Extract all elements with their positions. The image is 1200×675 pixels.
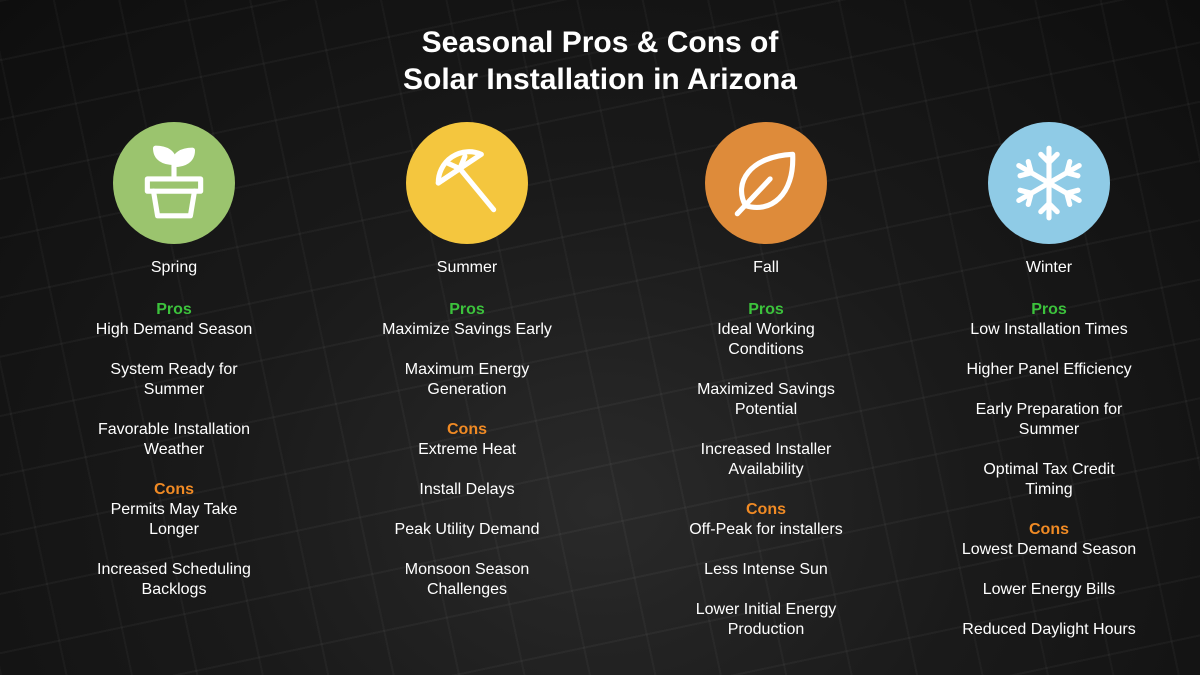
pro-item: Early Preparation for Summer [975,401,1123,438]
season-column-winter: Winter Pros Low Installation Times Highe… [924,122,1174,640]
beach-umbrella-icon [435,149,497,213]
con-item: Install Delays [419,481,515,498]
season-column-fall: Fall Pros Ideal Working Conditions Maxim… [641,122,891,640]
pro-item: Maximize Savings Early [382,321,552,338]
con-item: Lower Initial Energy Production [695,601,837,638]
title-line-2: Solar Installation in Arizona [403,63,797,96]
season-name: Summer [436,259,498,276]
pro-item: Maximized Savings Potential [697,381,835,418]
title-line-1: Seasonal Pros & Cons of [421,26,779,59]
con-item: Extreme Heat [418,441,516,458]
con-item: Monsoon Season Challenges [404,561,530,598]
con-item: Increased Scheduling Backlogs [97,561,251,598]
cons-label: Cons [1029,521,1069,538]
pro-item: Higher Panel Efficiency [966,361,1132,378]
pro-item: Ideal Working Conditions [717,321,815,358]
cons-label: Cons [447,421,487,438]
con-item: Lowest Demand Season [961,541,1137,558]
pro-item: System Ready for Summer [110,361,238,398]
leaf-icon [734,151,796,217]
pro-item: Favorable Installation Weather [97,421,251,458]
con-item: Lower Energy Bills [982,581,1116,598]
season-column-summer: Summer Pros Maximize Savings Early Maxim… [342,122,592,600]
spring-icon-circle [113,122,235,244]
season-name: Fall [753,259,779,276]
con-item: Permits May Take Longer [110,501,238,538]
season-name: Winter [1025,259,1073,276]
summer-icon-circle [406,122,528,244]
season-name: Spring [150,259,198,276]
pros-label: Pros [156,301,192,318]
cons-label: Cons [154,481,194,498]
snowflake-icon [1016,145,1082,221]
pros-label: Pros [449,301,485,318]
con-item: Off-Peak for installers [689,521,843,538]
pro-item: Maximum Energy Generation [404,361,530,398]
pro-item: Low Installation Times [970,321,1128,338]
pro-item: High Demand Season [95,321,253,338]
con-item: Peak Utility Demand [394,521,540,538]
plant-pot-icon [144,145,204,219]
pros-label: Pros [748,301,784,318]
season-column-spring: Spring Pros High Demand Season System Re… [49,122,299,600]
pro-item: Increased Installer Availability [700,441,832,478]
con-item: Reduced Daylight Hours [962,621,1136,638]
con-item: Less Intense Sun [704,561,828,578]
fall-icon-circle [705,122,827,244]
pros-label: Pros [1031,301,1067,318]
pro-item: Optimal Tax Credit Timing [983,461,1115,498]
page-title: Seasonal Pros & Cons of Solar Installati… [0,24,1200,98]
winter-icon-circle [988,122,1110,244]
cons-label: Cons [746,501,786,518]
